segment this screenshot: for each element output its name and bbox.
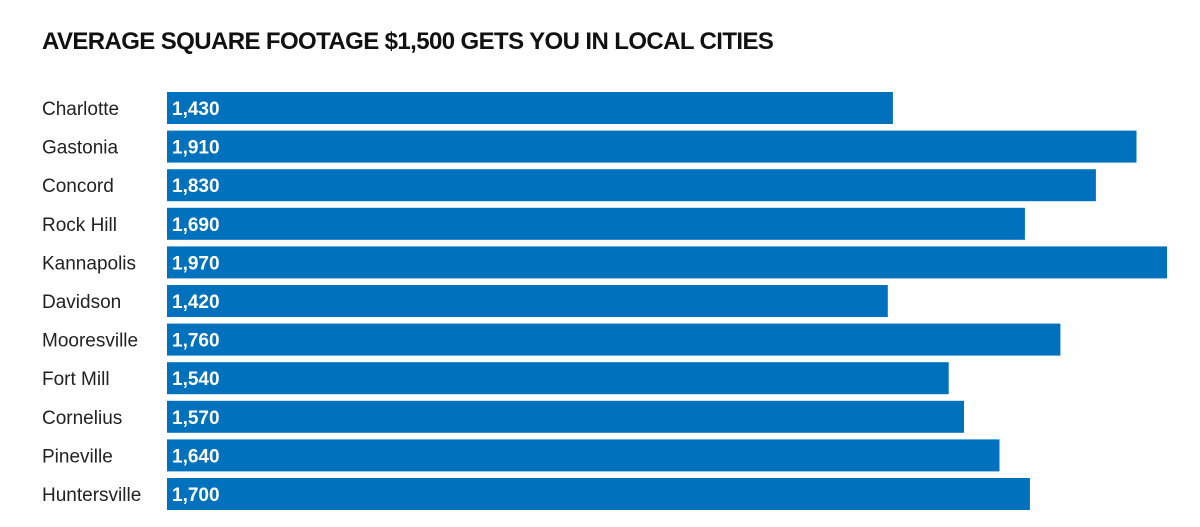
category-label: Concord <box>42 176 114 197</box>
category-label: Fort Mill <box>42 369 110 390</box>
value-label: 1,640 <box>172 446 220 467</box>
value-label: 1,540 <box>172 369 220 390</box>
category-label: Mooresville <box>42 331 138 352</box>
value-label: 1,430 <box>172 99 220 120</box>
bar-mooresville <box>167 323 1061 356</box>
bar-davidson <box>167 285 888 317</box>
bar-cornelius <box>167 400 964 433</box>
bar-huntersville <box>167 478 1030 510</box>
category-label: Cornelius <box>42 408 122 429</box>
value-label: 1,760 <box>172 331 220 352</box>
value-label: 1,690 <box>172 215 220 236</box>
category-label: Pineville <box>42 446 113 467</box>
bar-charlotte <box>167 92 893 124</box>
value-label: 1,570 <box>172 408 220 429</box>
chart-title: AVERAGE SQUARE FOOTAGE $1,500 GETS YOU I… <box>42 28 774 55</box>
category-label: Rock Hill <box>42 215 117 236</box>
bar-gastonia <box>167 130 1137 163</box>
bar-concord <box>167 169 1096 202</box>
category-label: Gastonia <box>42 138 118 159</box>
category-label: Charlotte <box>42 99 119 120</box>
category-label: Davidson <box>42 292 121 313</box>
value-label: 1,830 <box>172 176 220 197</box>
value-label: 1,910 <box>172 138 220 159</box>
bar-rock-hill <box>167 207 1025 240</box>
value-label: 1,970 <box>172 253 220 274</box>
value-label: 1,420 <box>172 292 220 313</box>
bar-pineville <box>167 439 1000 472</box>
category-label: Huntersville <box>42 485 141 506</box>
category-label: Kannapolis <box>42 253 136 274</box>
bar-fort-mill <box>167 362 949 395</box>
value-label: 1,700 <box>172 485 220 506</box>
bar-kannapolis <box>167 246 1167 279</box>
